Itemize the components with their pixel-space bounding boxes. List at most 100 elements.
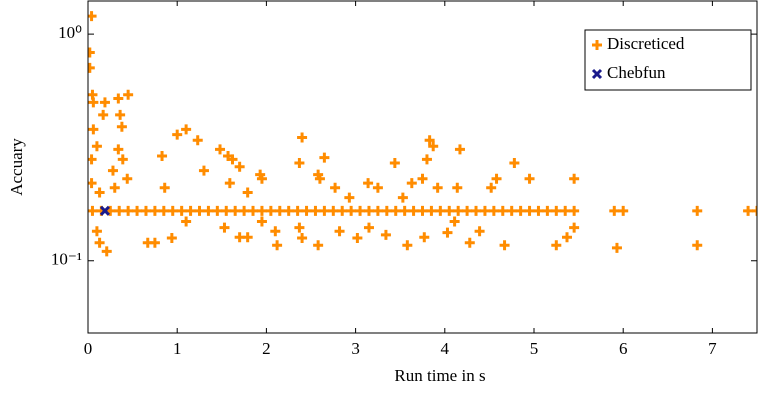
point <box>355 205 366 216</box>
point <box>452 182 463 193</box>
point <box>499 240 510 251</box>
legend-marker <box>592 40 602 50</box>
point <box>122 173 133 184</box>
x-axis-label: Run time in s <box>394 366 485 385</box>
x-tick-label: 3 <box>351 339 360 358</box>
point <box>319 152 330 163</box>
point <box>242 187 253 198</box>
point <box>99 205 111 216</box>
point <box>256 205 267 216</box>
x-tick-label: 1 <box>173 339 182 358</box>
point <box>113 93 124 104</box>
point <box>372 182 383 193</box>
point <box>115 109 126 120</box>
point <box>117 154 128 165</box>
point <box>123 89 134 100</box>
point <box>515 205 526 216</box>
point <box>692 205 703 216</box>
point <box>352 233 363 244</box>
point <box>88 47 95 58</box>
point <box>328 205 339 216</box>
point <box>234 161 245 172</box>
x-tick-label: 7 <box>708 339 717 358</box>
point <box>203 205 214 216</box>
point <box>542 205 553 216</box>
point <box>435 205 446 216</box>
point <box>491 173 502 184</box>
point <box>334 226 345 237</box>
point <box>506 205 517 216</box>
point <box>569 205 580 216</box>
x-tick-label: 0 <box>84 339 93 358</box>
point <box>94 187 105 198</box>
point <box>743 205 754 216</box>
point <box>488 205 499 216</box>
point <box>346 205 357 216</box>
point <box>157 150 168 161</box>
point <box>256 216 267 227</box>
point <box>265 205 276 216</box>
point <box>230 205 241 216</box>
point <box>297 132 308 143</box>
point <box>551 240 562 251</box>
point <box>294 222 305 233</box>
x-tick-label: 4 <box>441 339 450 358</box>
point <box>123 205 134 216</box>
x-tick-label: 2 <box>262 339 271 358</box>
point <box>389 157 400 168</box>
point <box>462 205 473 216</box>
point <box>408 205 419 216</box>
point <box>569 173 580 184</box>
legend-label: Chebfun <box>607 63 666 82</box>
legend-marker <box>591 68 603 80</box>
point <box>471 205 482 216</box>
point <box>109 182 120 193</box>
point <box>330 182 341 193</box>
point <box>310 205 321 216</box>
point <box>88 124 99 135</box>
point <box>274 205 285 216</box>
point <box>88 62 95 73</box>
point <box>88 97 99 108</box>
legend-label: Discreticed <box>607 34 685 53</box>
point <box>215 144 226 155</box>
point <box>419 232 430 243</box>
point <box>181 216 192 227</box>
point <box>167 205 178 216</box>
point <box>479 205 490 216</box>
point <box>91 141 102 152</box>
point <box>337 205 348 216</box>
point <box>562 232 573 243</box>
point <box>221 205 232 216</box>
point <box>242 232 253 243</box>
point <box>421 154 432 165</box>
point <box>248 205 259 216</box>
point <box>442 227 453 238</box>
point <box>294 157 305 168</box>
point <box>270 226 281 237</box>
point <box>474 226 485 237</box>
point <box>185 205 196 216</box>
point <box>454 144 465 155</box>
point <box>524 205 535 216</box>
point <box>158 205 169 216</box>
point <box>402 240 413 251</box>
point <box>107 165 118 176</box>
point <box>344 192 355 203</box>
point <box>181 124 192 135</box>
point <box>314 173 325 184</box>
point <box>390 205 401 216</box>
point <box>380 229 391 240</box>
point <box>132 205 143 216</box>
point <box>176 205 187 216</box>
x-tick-label: 6 <box>619 339 628 358</box>
point <box>159 182 170 193</box>
point <box>551 205 562 216</box>
point <box>444 205 455 216</box>
point <box>219 222 230 233</box>
point <box>198 165 209 176</box>
point <box>417 205 428 216</box>
point <box>114 205 125 216</box>
point <box>618 205 629 216</box>
